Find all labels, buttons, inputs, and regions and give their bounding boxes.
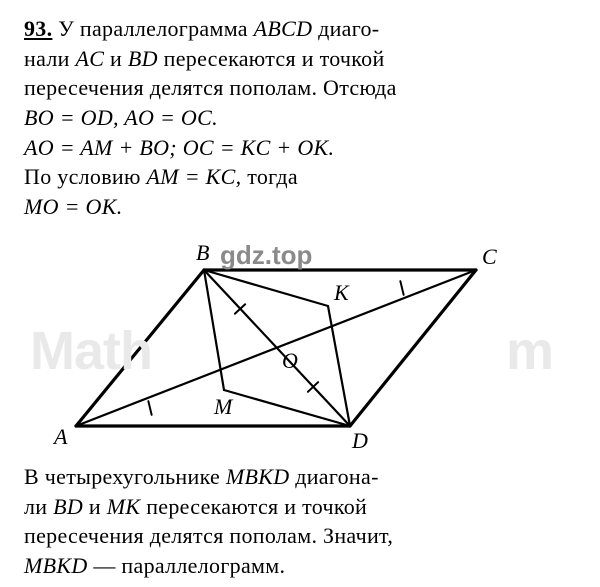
svg-text:O: O bbox=[282, 348, 298, 373]
t2c: и bbox=[104, 46, 128, 71]
t4: BO = OD, AO = OC. bbox=[24, 103, 576, 133]
svg-text:A: A bbox=[52, 424, 68, 449]
t6c: тогда bbox=[241, 164, 298, 189]
t1c: диаго- bbox=[312, 16, 379, 41]
t10: пересечения делятся пополам. Значит, bbox=[24, 521, 576, 551]
t11a: MBKD bbox=[24, 553, 88, 578]
t2e: пересекаются и точкой bbox=[158, 46, 385, 71]
t1a: У параллелограмма bbox=[58, 16, 253, 41]
t11b: — параллелограмм. bbox=[88, 553, 286, 578]
t9a: ли bbox=[24, 494, 53, 519]
problem-text-top: 93. У параллелограмма ABCD диаго- нали A… bbox=[24, 14, 576, 222]
t3: пересечения делятся пополам. Отсюда bbox=[24, 73, 576, 103]
parallelogram-diagram: A B C D M K O bbox=[24, 228, 576, 458]
t2d: BD bbox=[128, 46, 158, 71]
svg-text:D: D bbox=[351, 428, 368, 453]
t8c: диагона- bbox=[289, 464, 378, 489]
svg-text:K: K bbox=[333, 280, 350, 305]
t2a: нали bbox=[24, 46, 75, 71]
t8a: В четырехугольнике bbox=[24, 464, 226, 489]
t9e: пересекаются и точкой bbox=[140, 494, 367, 519]
t2b: AC bbox=[75, 46, 104, 71]
problem-text-bottom: В четырехугольнике MBKD диагона- ли BD и… bbox=[24, 462, 576, 581]
svg-text:M: M bbox=[213, 394, 234, 419]
t9d: MK bbox=[107, 494, 141, 519]
t6b: AM = KC, bbox=[147, 164, 242, 189]
svg-text:C: C bbox=[482, 244, 497, 269]
t5: AO = AM + BO; OC = KC + OK. bbox=[24, 133, 576, 163]
diagram-area: Math gdz.top m ABCDMKO bbox=[24, 228, 576, 458]
t9b: BD bbox=[53, 494, 83, 519]
t9c: и bbox=[83, 494, 107, 519]
t1b: ABCD bbox=[254, 16, 313, 41]
svg-text:B: B bbox=[196, 240, 209, 265]
t7: MO = OK. bbox=[24, 192, 576, 222]
t8b: MBKD bbox=[226, 464, 290, 489]
problem-number: 93. bbox=[24, 16, 52, 41]
t6a: По условию bbox=[24, 164, 147, 189]
